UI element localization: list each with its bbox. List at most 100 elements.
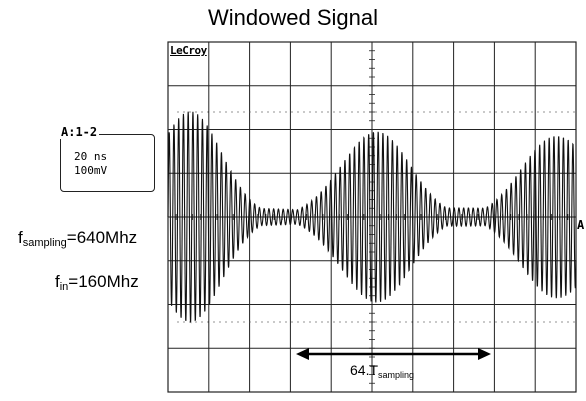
graticule-dot: [225, 111, 227, 113]
graticule-dot: [297, 111, 299, 113]
graticule-dot: [453, 321, 455, 323]
graticule-dot: [177, 321, 179, 323]
waveform-trace: [167, 111, 577, 324]
graticule-dot: [237, 111, 239, 113]
graticule-dot: [273, 111, 275, 113]
graticule-dot: [285, 111, 287, 113]
graticule-dot: [267, 111, 269, 113]
graticule-dot: [249, 111, 251, 113]
graticule-dot: [471, 111, 473, 113]
graticule-dot: [291, 321, 293, 323]
graticule-dot: [399, 111, 401, 113]
graticule-dot: [501, 321, 503, 323]
graticule-dot: [201, 111, 203, 113]
graticule-dot: [447, 321, 449, 323]
graticule-dot: [339, 321, 341, 323]
graticule-dot: [195, 111, 197, 113]
graticule-dot: [309, 321, 311, 323]
graticule-dot: [435, 321, 437, 323]
graticule-dot: [315, 111, 317, 113]
graticule-dot: [507, 321, 509, 323]
graticule-dot: [411, 321, 413, 323]
graticule-dot: [279, 111, 281, 113]
fin-value: =160Mhz: [68, 272, 139, 291]
graticule-dot: [495, 321, 497, 323]
fin-prefix: f: [55, 272, 60, 291]
fsampling-prefix: f: [18, 228, 23, 247]
graticule-dot: [387, 321, 389, 323]
sampling-frequency-label: fsampling=640Mhz: [18, 228, 137, 249]
graticule-dot: [417, 111, 419, 113]
graticule-dot: [561, 111, 563, 113]
graticule-dot: [489, 111, 491, 113]
graticule-dot: [237, 321, 239, 323]
graticule-dot: [351, 321, 353, 323]
graticule-dot: [189, 111, 191, 113]
graticule-dot: [321, 321, 323, 323]
graticule-dot: [303, 321, 305, 323]
graticule-dot: [213, 111, 215, 113]
graticule-dot: [429, 111, 431, 113]
graticule-dot: [519, 111, 521, 113]
graticule-dot: [219, 321, 221, 323]
graticule-dot: [375, 111, 377, 113]
graticule-dot: [243, 321, 245, 323]
graticule-dot: [435, 111, 437, 113]
graticule-dot: [273, 321, 275, 323]
graticule-dot: [447, 111, 449, 113]
graticule-dot: [441, 111, 443, 113]
graticule-dot: [213, 321, 215, 323]
span-arrow-right-head: [478, 348, 491, 360]
graticule-dot: [507, 111, 509, 113]
graticule-dot: [321, 111, 323, 113]
scope-brand-logo: LeCroy: [170, 44, 207, 57]
graticule-dot: [327, 111, 329, 113]
graticule-dot: [537, 321, 539, 323]
graticule-dot: [231, 111, 233, 113]
graticule-dot: [465, 111, 467, 113]
graticule-dot: [483, 321, 485, 323]
graticule-dot: [363, 111, 365, 113]
trace-marker-label: A: [577, 218, 585, 232]
graticule-dot: [279, 321, 281, 323]
graticule-dot: [477, 321, 479, 323]
graticule-dot: [399, 321, 401, 323]
graticule-dot: [405, 111, 407, 113]
graticule-dot: [549, 321, 551, 323]
graticule-dot: [381, 321, 383, 323]
graticule-dot: [291, 111, 293, 113]
graticule-dot: [345, 321, 347, 323]
graticule-dot: [483, 111, 485, 113]
span-arrow-left-head: [296, 348, 309, 360]
graticule-dot: [555, 321, 557, 323]
graticule-dot: [555, 111, 557, 113]
chart-title: Windowed Signal: [208, 5, 378, 30]
graticule-dot: [513, 111, 515, 113]
graticule-dot: [183, 321, 185, 323]
graticule-dot: [225, 321, 227, 323]
channel-info-box: A:1-2 20 ns 100mV: [59, 126, 155, 192]
graticule-reference-dots: [177, 111, 575, 323]
graticule-dot: [255, 111, 257, 113]
fsampling-value: =640Mhz: [66, 228, 138, 247]
graticule-dot: [357, 321, 359, 323]
graticule-dot: [525, 321, 527, 323]
graticule-dot: [393, 111, 395, 113]
input-frequency-label: fin=160Mhz: [55, 272, 139, 293]
graticule-dot: [369, 321, 371, 323]
graticule-dot: [519, 321, 521, 323]
graticule-dot: [333, 321, 335, 323]
graticule-dot: [243, 111, 245, 113]
graticule-dot: [429, 321, 431, 323]
graticule-dot: [531, 321, 533, 323]
graticule-dot: [543, 111, 545, 113]
graticule-dot: [531, 111, 533, 113]
graticule-dot: [369, 111, 371, 113]
graticule-dot: [567, 321, 569, 323]
graticule-dot: [261, 111, 263, 113]
span-arrow: [296, 348, 491, 360]
fin-sub: in: [59, 281, 69, 293]
graticule-dot: [453, 111, 455, 113]
graticule-dot: [195, 321, 197, 323]
